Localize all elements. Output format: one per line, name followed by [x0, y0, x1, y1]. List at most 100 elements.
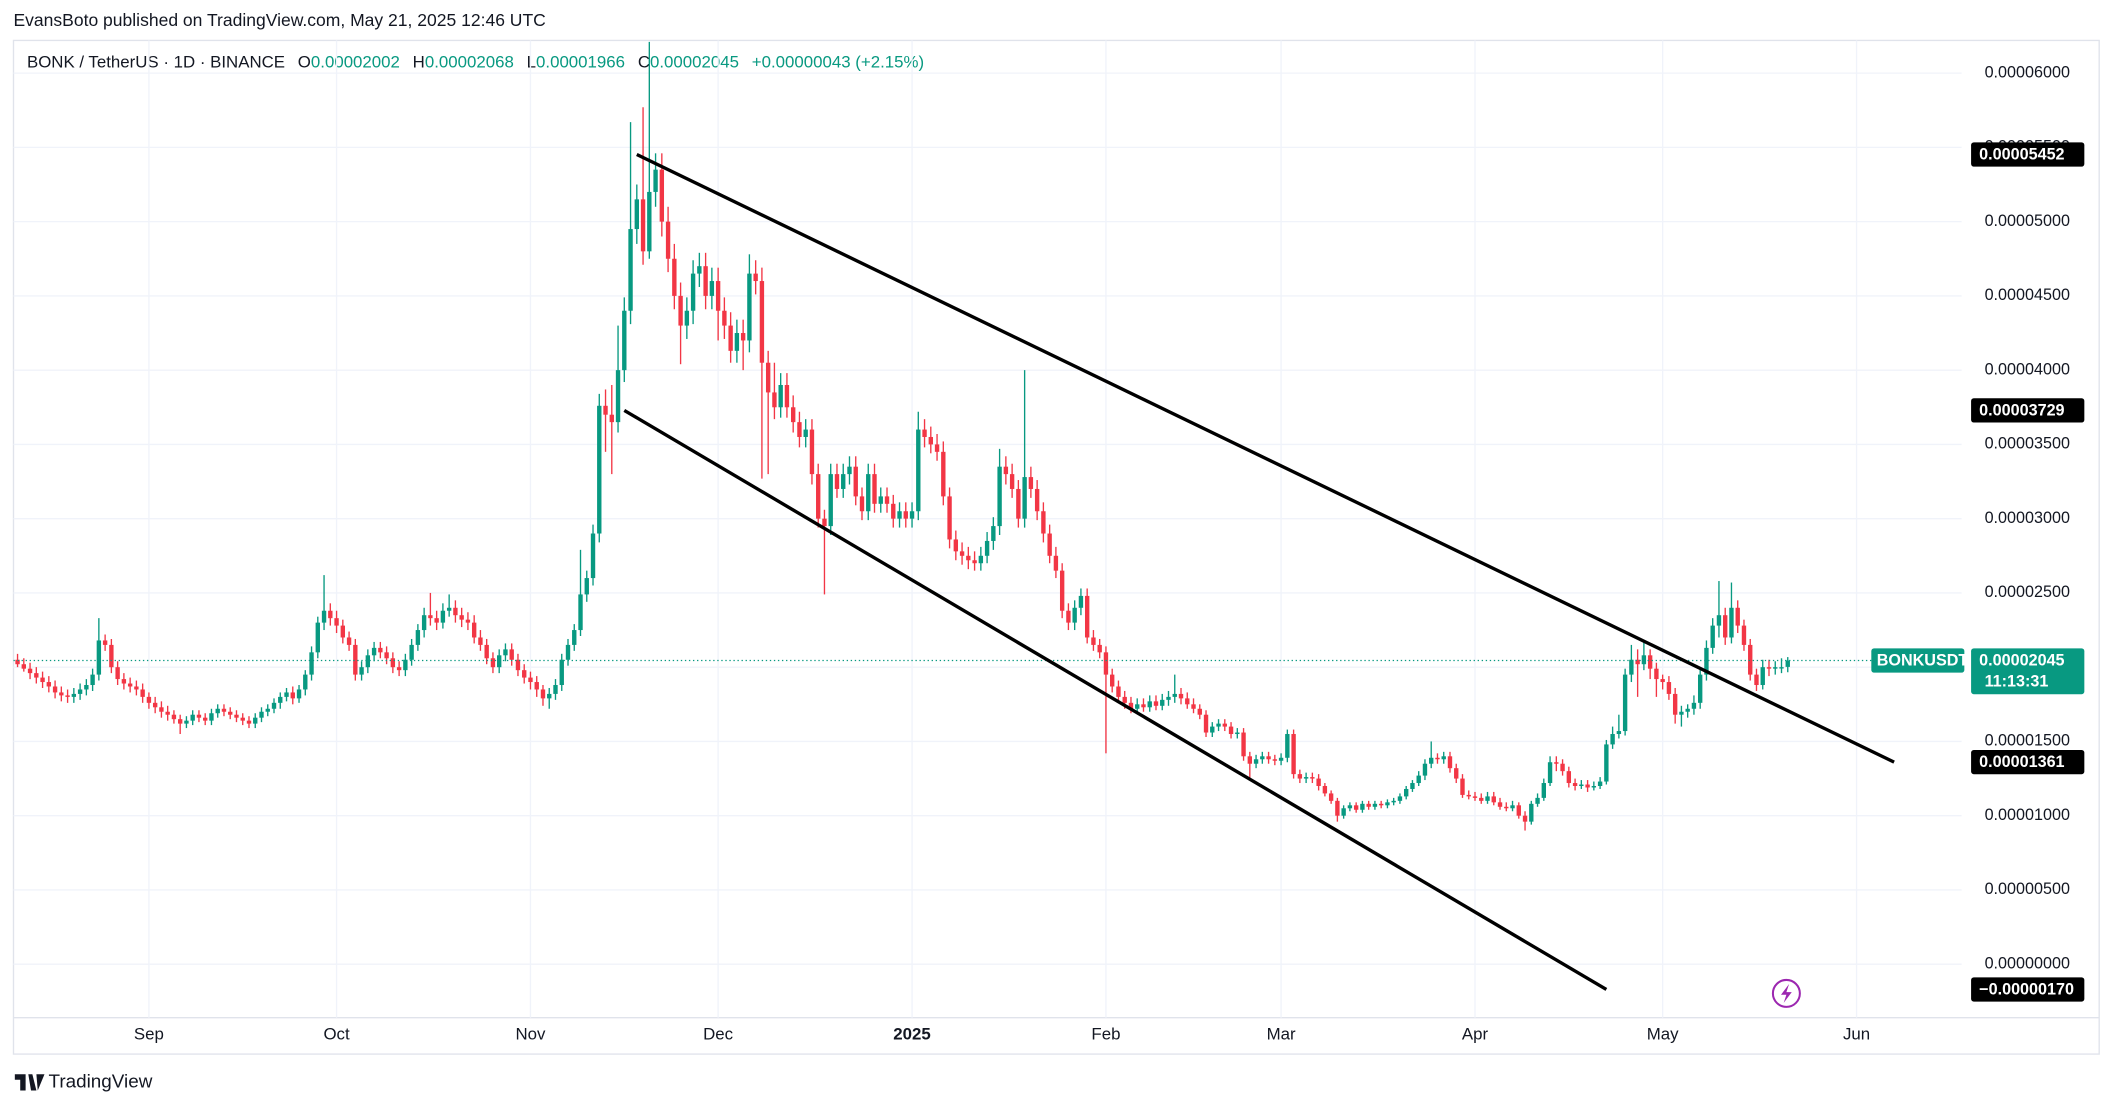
candle-body	[27, 668, 33, 674]
symbol-legend: BONK / TetherUS · 1D · BINANCE O0.000020…	[27, 53, 924, 72]
candle-body	[1191, 704, 1196, 709]
candle-body	[1335, 800, 1340, 816]
candle-body	[565, 644, 571, 660]
price-tag	[1971, 749, 2085, 775]
candle-body	[228, 711, 233, 715]
candle-body	[1529, 803, 1534, 822]
candle-body	[1272, 759, 1278, 761]
brand-logo[interactable]: TradingView	[14, 1070, 153, 1091]
brand[interactable]: TradingView	[49, 1070, 153, 1091]
candle-body	[1216, 723, 1221, 727]
candle-body	[809, 429, 815, 475]
lightning-icon[interactable]	[1771, 978, 1801, 1008]
candle-body	[922, 429, 927, 437]
candle-body	[528, 677, 533, 683]
candle-body	[1222, 723, 1227, 727]
candle-body	[1404, 788, 1409, 797]
y-tick-label: 0.00000500	[1985, 880, 2070, 898]
candle-body	[240, 717, 245, 721]
candle-body	[1116, 686, 1121, 697]
candle-body	[1710, 625, 1715, 648]
candle-body	[1485, 796, 1490, 801]
candle-body	[1516, 805, 1521, 816]
candle-body	[778, 385, 783, 408]
candle-body	[1497, 802, 1503, 807]
x-tick-label: Dec	[703, 1025, 733, 1044]
candle-body	[1378, 803, 1384, 806]
icon-bolt[interactable]	[1780, 983, 1792, 1003]
candle-body	[1297, 774, 1303, 779]
candle-body	[1310, 777, 1315, 779]
x-tick-label: Mar	[1267, 1025, 1296, 1044]
candle-body	[703, 266, 708, 296]
candle-body	[991, 526, 996, 541]
candle-body	[909, 511, 915, 519]
candle-body	[1341, 808, 1346, 816]
candle-body	[553, 685, 558, 694]
candle-body	[540, 689, 546, 699]
candle-body	[740, 333, 746, 341]
candle-body	[728, 325, 733, 351]
candle-body	[515, 659, 521, 671]
last-price-label: 0.00002045	[1979, 651, 2064, 669]
candle-body	[290, 692, 295, 699]
candle-body	[1704, 647, 1709, 675]
candle-body	[459, 615, 464, 620]
candle-body	[96, 640, 102, 675]
candle-body	[903, 511, 908, 519]
candle-body	[415, 630, 421, 645]
candle-body	[353, 644, 358, 675]
candle-body	[71, 693, 77, 697]
icon-ring[interactable]	[1771, 978, 1801, 1008]
candle-body	[221, 708, 227, 712]
candle-body	[534, 682, 539, 690]
candle-body	[653, 169, 658, 192]
candle-body	[446, 607, 452, 611]
candle-body	[1504, 806, 1509, 809]
candle-body	[1397, 796, 1403, 801]
candle-body	[1391, 800, 1396, 803]
candle-body	[403, 659, 408, 671]
candle-body	[434, 618, 439, 623]
y-tick-label: 0.00001000	[1985, 806, 2070, 824]
candle-body	[1597, 781, 1603, 786]
candle-body	[421, 615, 427, 631]
price-tag	[1971, 977, 2085, 1002]
candle-body	[1078, 595, 1084, 608]
candle-body	[1110, 674, 1115, 687]
candle-body	[1122, 696, 1127, 703]
candle-body	[315, 622, 320, 653]
candle-body	[1510, 805, 1515, 809]
candle-body	[1729, 607, 1734, 638]
candle-body	[1572, 783, 1578, 786]
candle-body	[1053, 555, 1059, 571]
candle-body	[765, 362, 771, 393]
y-tick-label: 0.00003000	[1985, 509, 2070, 527]
logo-mark[interactable]	[14, 1074, 45, 1091]
y-tick-label: 0.00001500	[1985, 732, 2070, 750]
y-tick-label: 0.00002500	[1985, 583, 2070, 601]
candle-body	[1160, 699, 1165, 706]
candle-body	[40, 677, 45, 683]
grid	[13, 40, 1962, 1018]
candle-body	[1247, 756, 1253, 764]
candle-body	[1460, 778, 1465, 795]
h-label: H	[413, 53, 425, 72]
candle-body	[1022, 477, 1027, 519]
candle-body	[90, 674, 95, 686]
candle-body	[953, 539, 959, 552]
candle-body	[334, 618, 339, 626]
candle-body	[1178, 693, 1184, 699]
candle-body	[453, 607, 458, 616]
candle-body	[1723, 615, 1728, 638]
candle-body	[622, 310, 627, 371]
candle-body	[1435, 757, 1440, 760]
candle-body	[1479, 797, 1484, 801]
candle-body	[190, 714, 195, 721]
candle-body	[259, 711, 264, 718]
symbol: BONK / TetherUS · 1D · BINANCE	[27, 53, 285, 72]
candle-body	[465, 619, 471, 623]
candle-body	[684, 310, 690, 326]
candle-body	[978, 555, 984, 564]
